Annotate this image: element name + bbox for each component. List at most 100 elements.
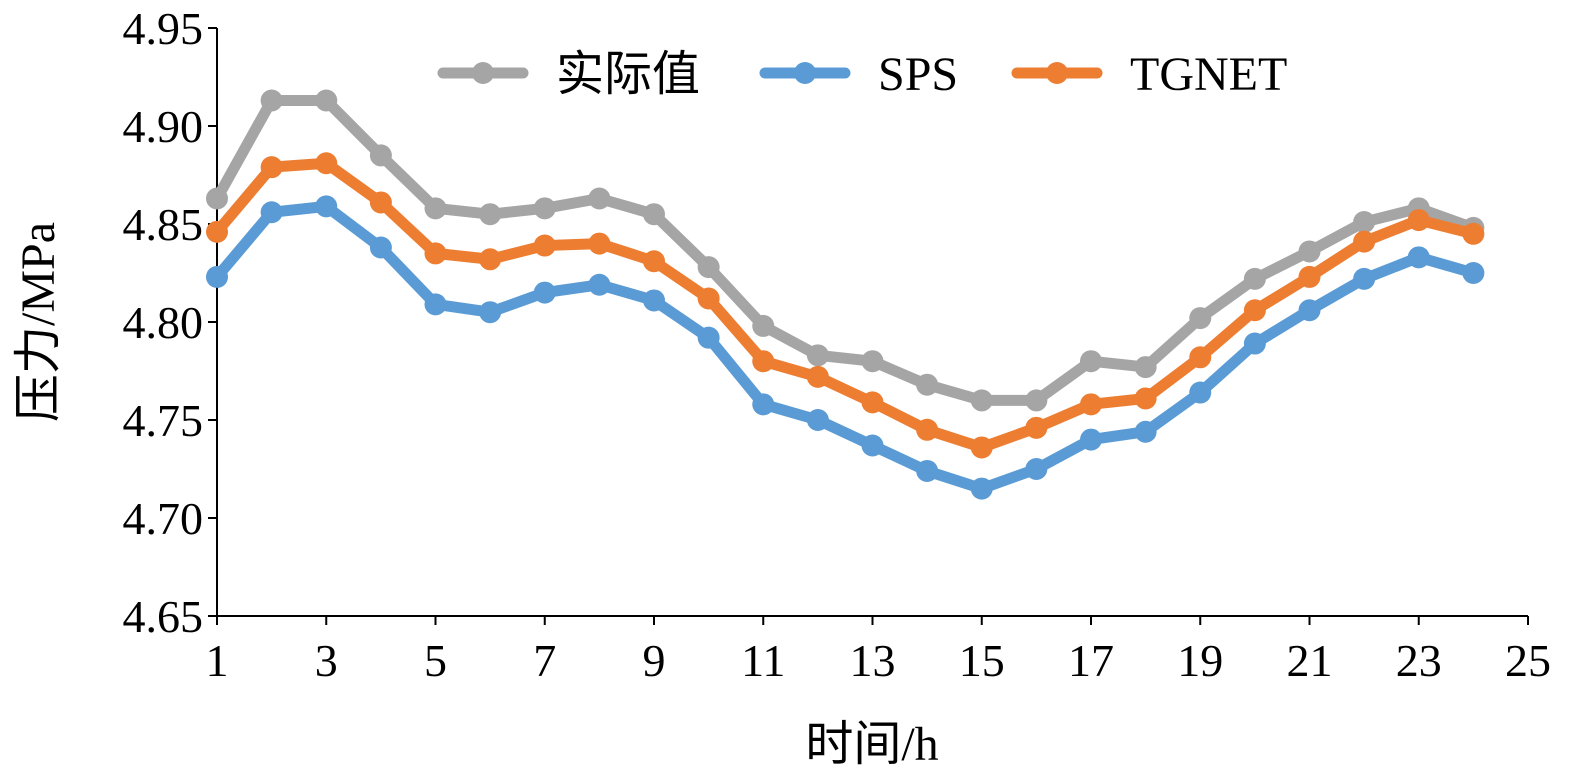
data-point (206, 265, 228, 288)
data-point (1243, 267, 1266, 290)
legend-swatch-marker (1046, 62, 1068, 84)
axes: 4.654.704.754.804.854.904.951 3 5 7 9 11 13 15 1… (123, 3, 1552, 686)
data-point (315, 195, 338, 218)
x-tick-label: 25 (1505, 635, 1551, 686)
data-point (588, 273, 611, 296)
data-point (1298, 299, 1321, 322)
legend-item: TGNET (1011, 48, 1287, 101)
series-line (211, 95, 1479, 406)
data-point (1189, 346, 1212, 369)
data-point (315, 152, 338, 175)
data-point (916, 418, 939, 441)
data-point (861, 434, 884, 457)
series-3 (206, 152, 1485, 459)
data-point (369, 236, 392, 259)
legend-swatch-marker (794, 62, 816, 84)
data-point (1080, 393, 1102, 416)
series-2 (206, 195, 1485, 500)
data-point (752, 314, 775, 337)
data-point (424, 293, 447, 316)
y-tick-label: 4.75 (123, 395, 204, 446)
data-point (1189, 307, 1212, 330)
x-tick-label: 3 (315, 635, 338, 686)
y-tick-label: 4.95 (123, 3, 204, 54)
data-point (1080, 350, 1102, 373)
data-point (424, 197, 447, 220)
x-tick-label: 17 (1068, 635, 1114, 686)
data-point (697, 256, 720, 279)
data-point (206, 220, 228, 243)
data-point (1462, 262, 1485, 284)
data-point (1025, 458, 1048, 480)
data-point (1025, 416, 1048, 439)
data-point (806, 344, 829, 367)
series-1 (206, 89, 1485, 412)
data-point (424, 242, 447, 265)
data-point (1189, 381, 1212, 404)
data-point (970, 389, 993, 412)
data-point (1298, 240, 1321, 263)
x-tick-label: 1 (206, 635, 229, 686)
data-point (369, 144, 392, 167)
data-point (806, 409, 829, 431)
data-point (1025, 389, 1048, 412)
data-point (479, 248, 502, 271)
legend: 实际值 SPS TGNET (437, 48, 1287, 101)
legend-item: 实际值 (437, 48, 700, 101)
data-point (479, 301, 502, 324)
x-tick-label: 23 (1396, 635, 1442, 686)
data-point (1243, 299, 1266, 322)
data-point (260, 89, 283, 112)
x-tick-label: 9 (643, 635, 666, 686)
x-tick-label: 21 (1287, 635, 1333, 686)
legend-label: 实际值 (556, 48, 700, 101)
data-point (1080, 428, 1102, 451)
legend-label: SPS (878, 48, 958, 101)
data-point (533, 197, 556, 220)
data-point (1134, 387, 1157, 410)
data-point (752, 393, 775, 416)
data-point (861, 391, 884, 414)
data-point (533, 234, 556, 257)
legend-item: SPS (759, 48, 958, 101)
x-tick-label: 11 (741, 635, 785, 686)
data-point (861, 350, 884, 373)
data-point (1298, 265, 1321, 288)
data-point (1407, 246, 1430, 269)
y-tick-label: 4.85 (123, 199, 204, 250)
series-line (211, 157, 1479, 453)
x-tick-label: 19 (1177, 635, 1223, 686)
data-point (369, 191, 392, 214)
series-group (206, 89, 1485, 500)
data-point (752, 350, 775, 373)
data-point (806, 365, 829, 388)
x-axis-title: 时间/h (805, 718, 938, 771)
data-point (643, 203, 665, 226)
x-tick-label: 5 (424, 635, 447, 686)
series-line (211, 200, 1479, 495)
data-point (479, 203, 502, 226)
data-point (533, 281, 556, 304)
data-point (697, 326, 720, 349)
y-tick-label: 4.80 (123, 297, 204, 348)
data-point (970, 436, 993, 459)
data-point (260, 156, 283, 179)
data-point (206, 187, 228, 210)
data-point (643, 250, 665, 273)
data-point (916, 459, 939, 482)
data-point (1353, 211, 1376, 234)
data-point (1407, 209, 1430, 232)
y-axis-title: 压力/MPa (12, 222, 65, 422)
x-tick-label: 15 (959, 635, 1005, 686)
data-point (1462, 222, 1485, 245)
data-point (315, 89, 338, 112)
data-point (588, 232, 611, 255)
legend-swatch-marker (472, 62, 494, 84)
y-tick-label: 4.90 (123, 101, 204, 152)
data-point (1134, 356, 1157, 379)
data-point (1134, 420, 1157, 443)
data-point (1353, 230, 1376, 253)
data-point (643, 289, 665, 312)
data-point (916, 373, 939, 396)
